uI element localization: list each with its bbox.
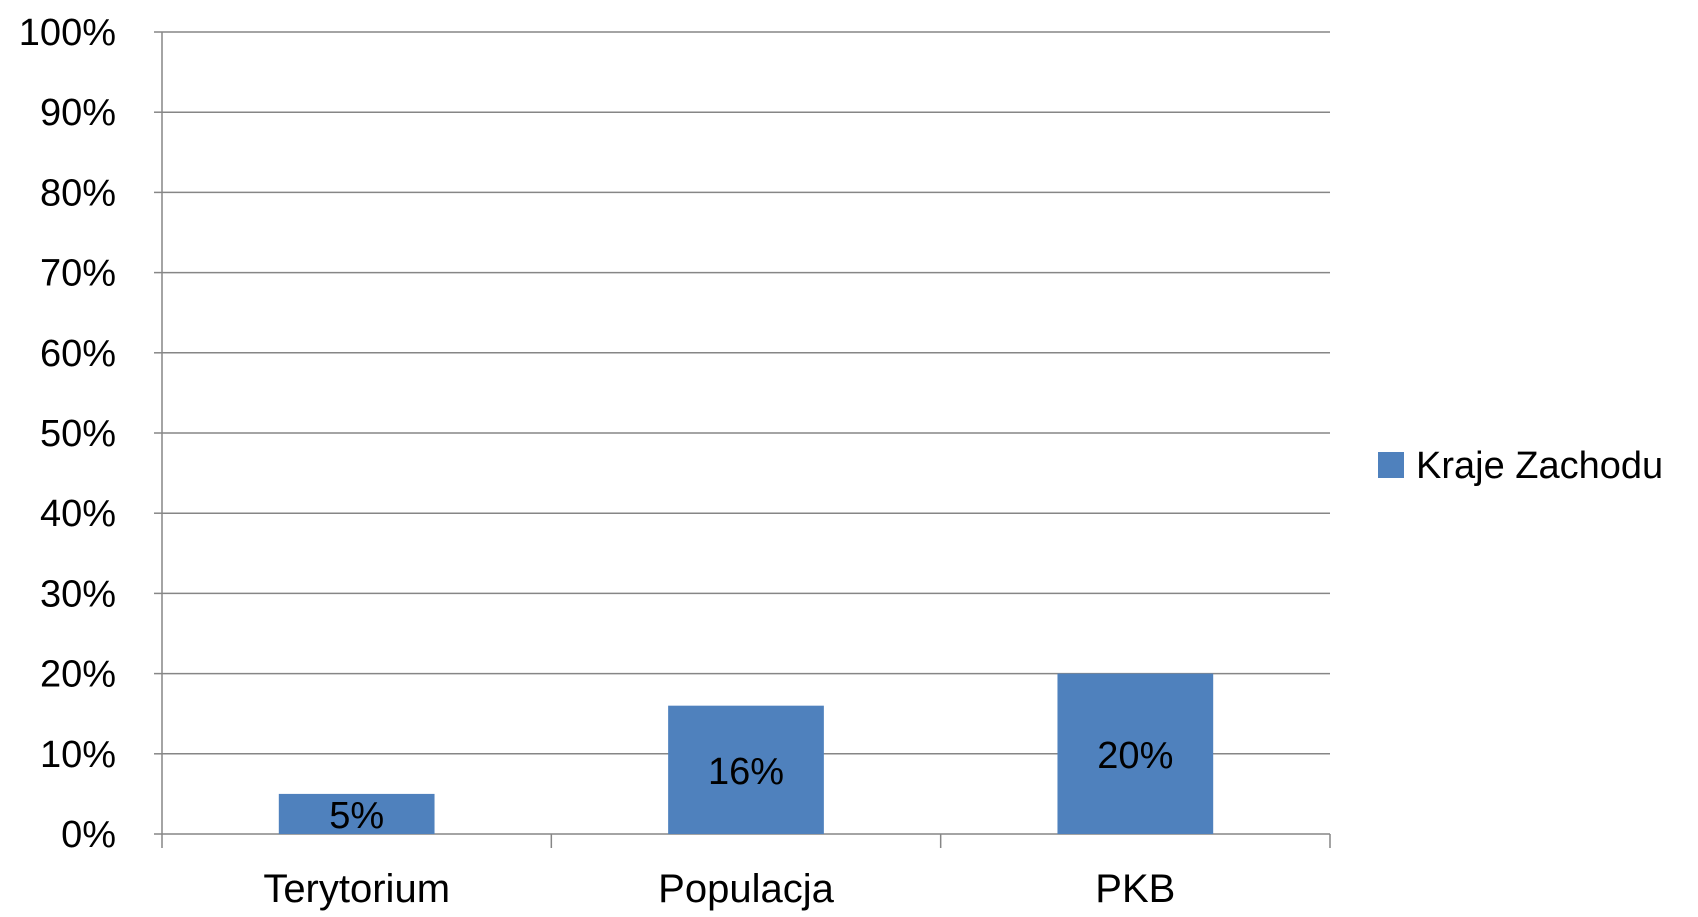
legend: Kraje Zachodu xyxy=(1378,445,1663,487)
gridlines xyxy=(162,31,1330,755)
data-label: 5% xyxy=(329,795,384,837)
x-category-label: PKB xyxy=(1095,867,1175,911)
legend-swatch xyxy=(1378,452,1404,478)
y-tick-label: 100% xyxy=(19,12,116,54)
y-tick-label: 50% xyxy=(40,413,116,455)
bar-populacja xyxy=(668,705,824,834)
x-category-label: Populacja xyxy=(658,867,834,911)
bar-pkb xyxy=(1057,673,1214,834)
bars: 5% 16% 20% xyxy=(278,673,1214,837)
y-tick-label: 40% xyxy=(40,493,116,535)
y-tick-label: 80% xyxy=(40,172,116,214)
data-label: 20% xyxy=(1097,735,1173,777)
x-category-labels: Terytorium Populacja PKB xyxy=(263,867,1175,911)
y-tick-label: 70% xyxy=(40,253,116,295)
data-label: 16% xyxy=(708,751,784,793)
y-tick-label: 90% xyxy=(40,92,116,134)
x-category-label: Terytorium xyxy=(263,867,450,911)
y-tick-label: 10% xyxy=(40,734,116,776)
y-tick-labels: 0% 10% 20% 30% 40% 50% 60% 70% 80% 90% 100% xyxy=(19,12,116,856)
legend-label: Kraje Zachodu xyxy=(1416,445,1663,487)
y-tick-label: 0% xyxy=(61,814,116,856)
bar-terytorium xyxy=(278,793,435,834)
y-tick-label: 60% xyxy=(40,333,116,375)
y-tick-label: 20% xyxy=(40,654,116,696)
y-tick-label: 30% xyxy=(40,573,116,615)
